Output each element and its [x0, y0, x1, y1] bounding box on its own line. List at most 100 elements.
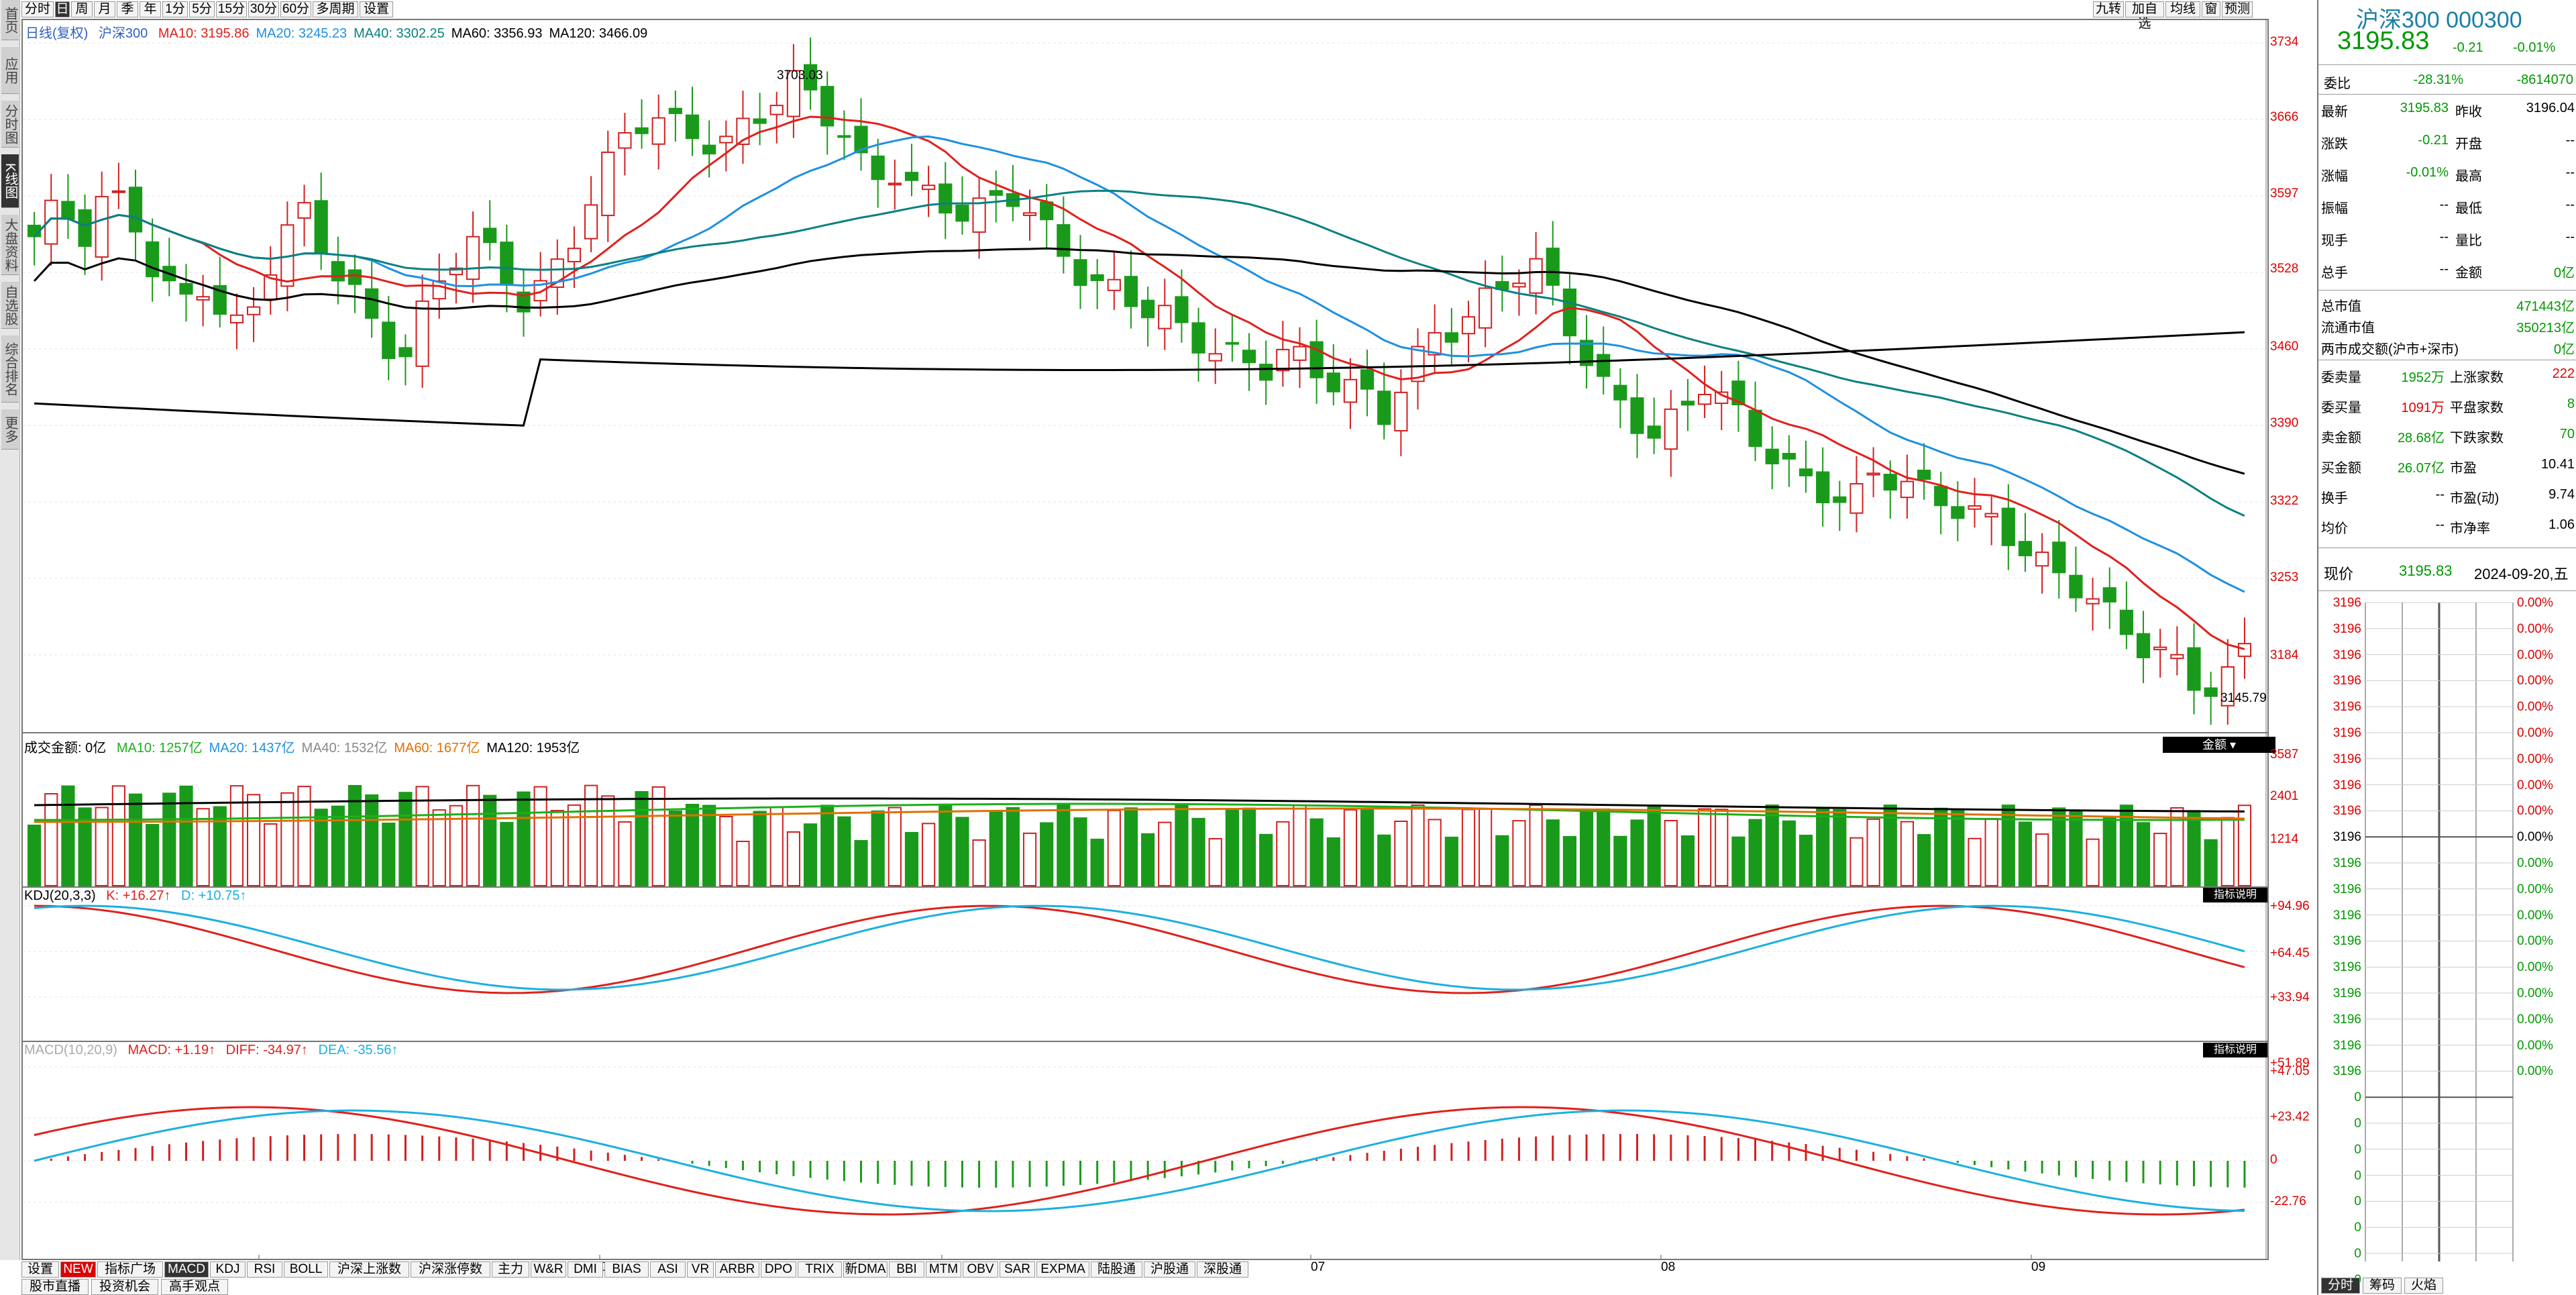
volume-bar	[1968, 837, 1982, 887]
toolbar-right-button-4[interactable]: 预测	[2222, 1, 2253, 17]
indicator-tab-25[interactable]: 沪股通	[1144, 1261, 1195, 1278]
indicator-tab-14[interactable]: VR	[687, 1261, 714, 1278]
period-tab-2[interactable]: 周	[71, 1, 93, 17]
toolbar-right-button-0[interactable]: 九转	[2093, 1, 2124, 17]
period-tab-0[interactable]: 分时	[21, 1, 54, 17]
candle-body	[1208, 353, 1222, 362]
sidebar-item-6[interactable]: 综合排名	[1, 335, 19, 403]
volume-bar	[1225, 809, 1239, 886]
volume-bar	[483, 794, 497, 886]
indicator-tab-9[interactable]: 主力	[492, 1261, 529, 1278]
quote-label-2: 最高	[2455, 169, 2482, 184]
candle-body	[1597, 354, 1611, 377]
mkt-label: 两市成交额(沪市+深市)	[2321, 342, 2459, 357]
volume-bar	[2220, 817, 2235, 887]
quote-tab-1[interactable]: 筹码	[2363, 1278, 2402, 1294]
indicator-tab-6[interactable]: BOLL	[284, 1261, 328, 1278]
indicator-tab-7[interactable]: 沪深上涨数	[329, 1261, 409, 1278]
volume-bar	[1309, 818, 1324, 887]
sidebar-item-2[interactable]: 分时图	[1, 101, 19, 148]
volume-legend-title: 成交金额: 0亿	[24, 741, 107, 756]
period-tab-5[interactable]: 年	[140, 1, 161, 17]
volume-bar	[1444, 836, 1458, 887]
candle-body	[1242, 350, 1256, 364]
toolbar-right-button-2[interactable]: 均线	[2165, 1, 2200, 17]
indicator-tab-10[interactable]: W&R	[531, 1261, 566, 1278]
indicator-tab-11[interactable]: DMI	[568, 1261, 603, 1278]
indicator-tab-1[interactable]: NEW	[60, 1261, 96, 1278]
volume-bar	[1748, 819, 1762, 886]
bottom-tab-0[interactable]: 股市直播	[21, 1279, 89, 1295]
period-tab-6[interactable]: 1分	[162, 1, 188, 17]
weibi-label: 委比	[2324, 76, 2351, 91]
volume-bar	[769, 807, 784, 887]
volume-bar	[820, 805, 835, 886]
indicator-tab-21[interactable]: OBV	[963, 1261, 998, 1278]
indicator-tab-13[interactable]: ASI	[650, 1261, 686, 1278]
bottom-tab-2[interactable]: 高手观点	[161, 1279, 228, 1295]
indicator-tab-0[interactable]: 设置	[21, 1261, 59, 1278]
ma-4: MA120: 1953亿	[486, 741, 580, 756]
volume-bar	[567, 804, 582, 887]
sidebar-item-3[interactable]: K线图	[1, 154, 19, 208]
toolbar-right-button-3[interactable]: 窗	[2202, 1, 2220, 17]
period-tab-12[interactable]: 设置	[360, 1, 393, 17]
ma-1: MA20: 3245.23	[256, 26, 347, 41]
indicator-tab-24[interactable]: 陆股通	[1091, 1261, 1142, 1278]
sidebar-item-4[interactable]: 大盘资料	[1, 215, 19, 275]
indicator-tab-17[interactable]: TRIX	[798, 1261, 842, 1278]
period-tab-1[interactable]: 日	[55, 1, 70, 17]
bottom-tab-1[interactable]: 投资机会	[91, 1279, 158, 1295]
sidebar-item-1[interactable]: 应用	[1, 47, 19, 94]
period-tab-8[interactable]: 15分	[216, 1, 247, 17]
period-tab-4[interactable]: 季	[117, 1, 138, 17]
period-tab-10[interactable]: 60分	[280, 1, 311, 17]
indicator-tab-20[interactable]: MTM	[926, 1261, 961, 1278]
volume-selector[interactable]: 金额 ▾	[2163, 737, 2275, 753]
volume-bar	[584, 784, 598, 886]
period-tab-7[interactable]: 5分	[189, 1, 215, 17]
ma-4: MA120: 3466.09	[549, 26, 648, 41]
period-tab-9[interactable]: 30分	[248, 1, 279, 17]
chart-area[interactable]: 日线(复权) 沪深300 MA10: 3195.86 MA20: 3245.23 M…	[21, 19, 2310, 1274]
left-sidebar: 首页应用分时图 K线图大盘资料自选股综合排名更多	[0, 0, 20, 1260]
candle-body	[382, 321, 396, 360]
toolbar-right-button-1[interactable]: 加自选	[2125, 1, 2164, 31]
kdj-info-button[interactable]: 指标说明	[2203, 888, 2267, 902]
breadth-row: 换手 -- 市盈(动) 9.74	[2321, 487, 2576, 519]
candle-body	[1073, 259, 1087, 287]
indicator-tab-5[interactable]: RSI	[247, 1261, 282, 1278]
period-tab-11[interactable]: 多周期	[313, 1, 358, 17]
indicator-tab-8[interactable]: 沪深涨停数	[411, 1261, 490, 1278]
indicator-tab-23[interactable]: EXPMA	[1036, 1261, 1089, 1278]
sidebar-item-5[interactable]: 自选股	[1, 282, 19, 329]
volume-bar	[601, 795, 615, 886]
ma-3: MA60: 3356.93	[451, 26, 543, 41]
volume-bar	[2052, 807, 2066, 886]
macd-info-button[interactable]: 指标说明	[2203, 1043, 2267, 1057]
indicator-tab-3[interactable]: MACD	[164, 1261, 209, 1278]
indicator-tab-26[interactable]: 深股通	[1197, 1261, 1248, 1278]
indicator-tab-15[interactable]: ARBR	[715, 1261, 759, 1278]
indicator-tab-12[interactable]: BIAS	[604, 1261, 649, 1278]
period-tab-3[interactable]: 月	[94, 1, 115, 17]
kline-chart-svg[interactable]	[23, 20, 2267, 1259]
price-legend: 日线(复权) 沪深300 MA10: 3195.86 MA20: 3245.23 M…	[25, 22, 661, 42]
indicator-tab-19[interactable]: BBI	[889, 1261, 924, 1278]
indicator-tab-4[interactable]: KDJ	[210, 1261, 246, 1278]
candle-body	[1833, 496, 1847, 503]
sidebar-item-0[interactable]: 首页	[1, 0, 19, 40]
quote-tab-2[interactable]: 火焰	[2404, 1278, 2443, 1294]
indicator-tab-18[interactable]: 新DMA	[843, 1261, 888, 1278]
candle-body	[297, 202, 311, 219]
volume-legend-ma: MA10: 1257亿 MA20: 1437亿 MA40: 1532亿 MA60: 1…	[117, 741, 586, 756]
divider	[2318, 94, 2576, 95]
grid-left-label: 3196	[2332, 934, 2361, 949]
indicator-tab-2[interactable]: 指标广场	[97, 1261, 163, 1278]
sidebar-item-7[interactable]: 更多	[1, 409, 19, 450]
volume-bar	[1597, 808, 1611, 887]
indicator-tab-16[interactable]: DPO	[761, 1261, 796, 1278]
quote-tab-0[interactable]: 分时	[2321, 1278, 2360, 1294]
indicator-tab-22[interactable]: SAR	[1000, 1261, 1035, 1278]
volume-bar	[146, 823, 160, 887]
